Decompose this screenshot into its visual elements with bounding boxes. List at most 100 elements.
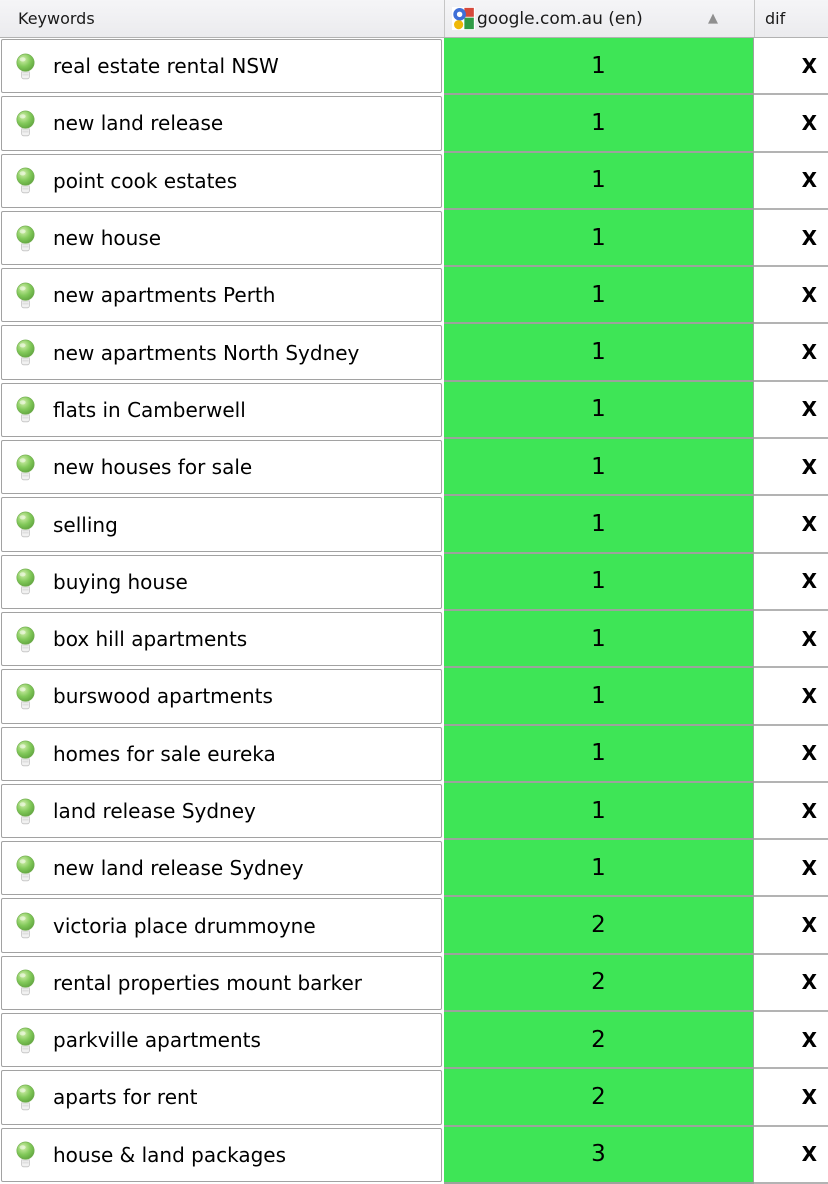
keyword-cell[interactable]: aparts for rent [0,1069,444,1126]
keyword-cell[interactable]: parkville apartments [0,1012,444,1069]
keyword-label: new houses for sale [53,455,253,480]
rank-value: 1 [591,396,606,423]
keyword-box[interactable]: selling [1,497,442,552]
table-row: land release Sydney 1 X [0,782,828,841]
green-lightbulb-icon [16,969,35,996]
keyword-cell[interactable]: new house [0,210,444,267]
green-lightbulb-icon [16,1141,35,1168]
dif-column-label: dif [765,9,786,28]
keyword-box[interactable]: point cook estates [1,153,442,208]
rank-cell: 1 [444,152,754,210]
keyword-box[interactable]: buying house [1,554,442,609]
keyword-box[interactable]: homes for sale eureka [1,726,442,781]
keyword-box[interactable]: flats in Camberwell [1,382,442,438]
rank-value: 1 [591,854,606,881]
keyword-box[interactable]: rental properties mount barker [1,955,442,1011]
keyword-cell[interactable]: new land release Sydney [0,840,444,897]
keyword-box[interactable]: house & land packages [1,1127,442,1182]
keyword-cell[interactable]: burswood apartments [0,668,444,725]
keyword-cell[interactable]: rental properties mount barker [0,955,444,1012]
rank-cell: 1 [444,95,754,153]
table-row: parkville apartments 2 X [0,1012,828,1070]
keyword-box[interactable]: new land release [1,96,442,151]
table-header: Keywords google.com.au (en) ▲ dif [0,0,828,38]
keyword-cell[interactable]: victoria place drummoyne [0,897,444,954]
dif-cell: X [754,496,828,554]
keyword-cell[interactable]: point cook estates [0,153,444,210]
keyword-box[interactable]: land release Sydney [1,783,442,839]
keyword-cell[interactable]: box hill apartments [0,611,444,668]
rank-value: 1 [591,625,606,652]
dif-cell: X [754,954,828,1013]
dif-value: X [801,1142,817,1167]
column-header-search-engine[interactable]: google.com.au (en) ▲ [444,0,754,37]
keyword-box[interactable]: real estate rental NSW [1,39,442,94]
keyword-box[interactable]: new house [1,210,442,266]
keyword-box[interactable]: new apartments North Sydney [1,325,442,380]
rank-value: 2 [591,969,606,996]
keyword-cell[interactable]: buying house [0,554,444,611]
dif-value: X [801,913,817,938]
rank-value: 1 [591,52,606,79]
column-header-keywords[interactable]: Keywords [0,0,444,37]
keyword-box[interactable]: new land release Sydney [1,841,442,896]
table-row: buying house 1 X [0,553,828,611]
table-row: new apartments Perth 1 X [0,267,828,325]
dif-cell: X [754,381,828,440]
green-lightbulb-icon [16,167,35,194]
table-row: flats in Camberwell 1 X [0,381,828,440]
dif-cell: X [754,840,828,898]
keyword-cell[interactable]: new land release [0,95,444,152]
dif-cell: X [754,668,828,726]
keyword-label: selling [53,512,118,537]
dif-cell: X [754,610,828,669]
rank-cell: 1 [444,209,754,268]
keyword-box[interactable]: new houses for sale [1,440,442,495]
rank-cell: 1 [444,267,754,325]
table-row: new houses for sale 1 X [0,439,828,497]
keyword-cell[interactable]: new apartments Perth [0,267,444,324]
keyword-label: homes for sale eureka [53,741,276,766]
dif-value: X [801,168,817,193]
rank-cell: 2 [444,897,754,955]
keyword-cell[interactable]: house & land packages [0,1127,444,1184]
dif-cell: X [754,152,828,210]
keyword-box[interactable]: parkville apartments [1,1013,442,1068]
dif-cell: X [754,267,828,325]
dif-value: X [801,225,817,250]
keyword-cell[interactable]: flats in Camberwell [0,382,444,439]
dif-cell: X [754,324,828,382]
dif-value: X [801,1027,817,1052]
keyword-cell[interactable]: homes for sale eureka [0,726,444,783]
keyword-cell[interactable]: new houses for sale [0,439,444,496]
sort-ascending-icon[interactable]: ▲ [708,11,718,26]
rank-cell: 1 [444,324,754,382]
keyword-label: buying house [53,569,188,594]
keyword-box[interactable]: victoria place drummoyne [1,898,442,953]
keyword-label: real estate rental NSW [53,54,279,79]
column-header-dif[interactable]: dif [754,0,828,37]
rank-cell: 2 [444,1069,754,1127]
rank-cell: 3 [444,1126,754,1184]
dif-value: X [801,1084,817,1109]
keyword-box[interactable]: box hill apartments [1,611,442,667]
keyword-cell[interactable]: new apartments North Sydney [0,324,444,381]
dif-cell: X [754,553,828,611]
rank-value: 1 [591,339,606,366]
keyword-label: new apartments North Sydney [53,340,360,365]
dif-cell: X [754,1012,828,1070]
green-lightbulb-icon [16,568,35,595]
green-lightbulb-icon [16,397,35,423]
keyword-cell[interactable]: land release Sydney [0,783,444,840]
rank-cell: 1 [444,496,754,554]
rank-value: 1 [591,682,606,709]
keyword-box[interactable]: aparts for rent [1,1070,442,1125]
rank-value: 1 [591,281,606,308]
keyword-box[interactable]: burswood apartments [1,669,442,724]
keyword-cell[interactable]: real estate rental NSW [0,38,444,95]
keyword-box[interactable]: new apartments Perth [1,268,442,323]
dif-value: X [801,569,817,594]
keyword-label: point cook estates [53,168,238,193]
green-lightbulb-icon [16,912,35,939]
keyword-cell[interactable]: selling [0,496,444,553]
